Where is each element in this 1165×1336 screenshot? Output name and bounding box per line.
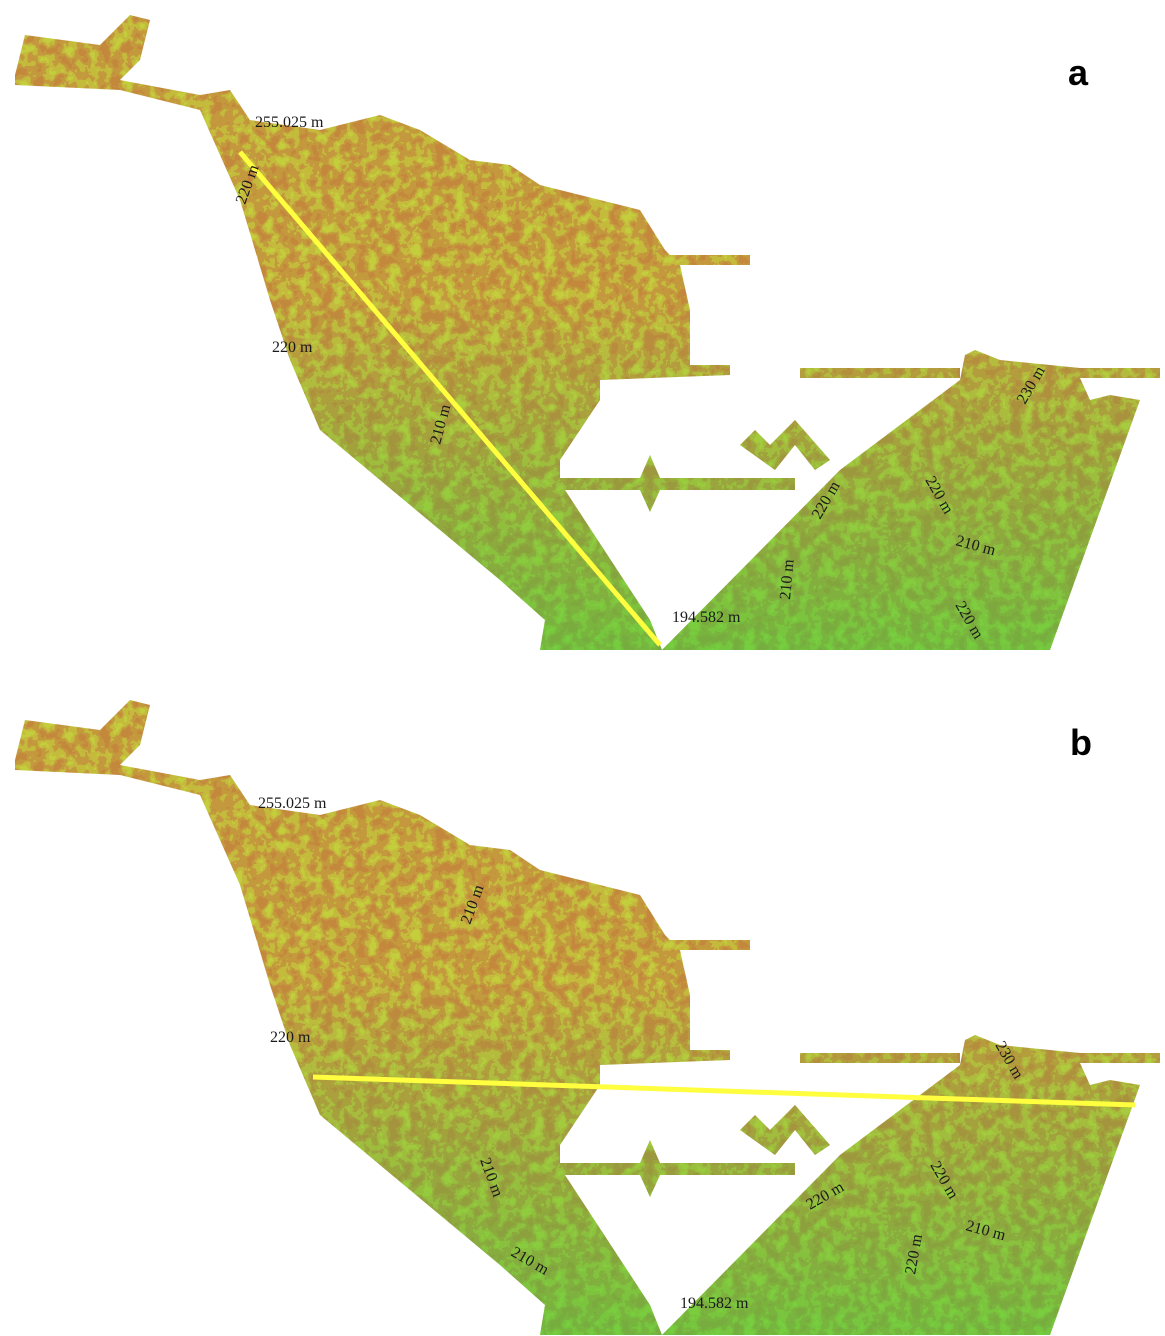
contour-label: 194.582 m [672,609,741,626]
contour-label: 220 m [270,1029,311,1046]
contour-label: 210 m [777,558,798,600]
page: a b 255.025 m220 m220 m210 m194.582 m210… [0,0,1165,1336]
contour-label: 194.582 m [680,1295,749,1312]
panel-a-map [0,0,1165,660]
panel-label: b [1070,722,1092,763]
figure: a b 255.025 m220 m220 m210 m194.582 m210… [0,0,1165,1336]
contour-label: 220 m [272,339,313,356]
contour-label: 255.025 m [258,795,327,812]
contour-label: 255.025 m [255,114,324,131]
panel-label: a [1068,52,1089,93]
